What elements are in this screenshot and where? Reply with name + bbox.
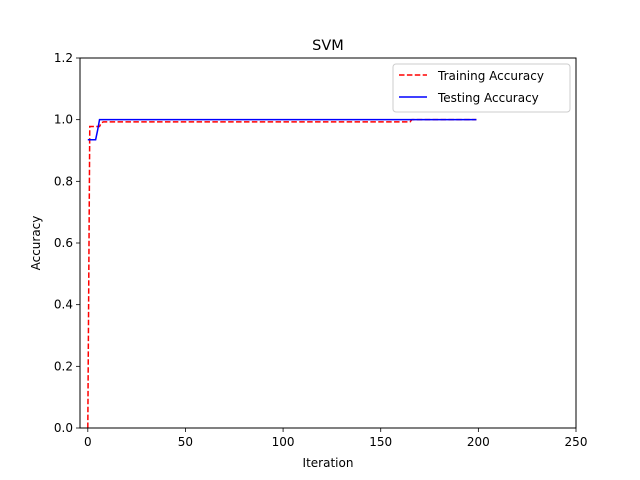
x-tick-label: 0 bbox=[84, 435, 92, 449]
x-tick-label: 150 bbox=[369, 435, 392, 449]
y-tick-label: 0.8 bbox=[54, 174, 73, 188]
series-layer bbox=[87, 118, 477, 429]
y-tick-label: 0.6 bbox=[54, 236, 73, 250]
series-line-testing-accuracy bbox=[87, 118, 477, 141]
y-tick-label: 0.4 bbox=[54, 298, 73, 312]
y-axis-label: Accuracy bbox=[29, 216, 43, 271]
x-axis-label: Iteration bbox=[303, 456, 354, 470]
chart-title: SVM bbox=[312, 38, 344, 54]
legend-label-testing: Testing Accuracy bbox=[437, 91, 539, 105]
x-axis-ticks: 0 50 100 150 200 250 bbox=[84, 428, 587, 449]
y-axis-ticks: 0.0 0.2 0.4 0.6 0.8 1.0 1.2 bbox=[54, 51, 80, 435]
legend-box bbox=[392, 63, 571, 113]
y-tick-label: 0.2 bbox=[54, 359, 73, 373]
series-line-training-accuracy bbox=[87, 118, 477, 429]
x-tick-label: 50 bbox=[178, 435, 193, 449]
y-tick-label: 1.0 bbox=[54, 113, 73, 127]
x-tick-label: 250 bbox=[565, 435, 588, 449]
y-tick-label: 0.0 bbox=[54, 421, 73, 435]
x-tick-label: 200 bbox=[467, 435, 490, 449]
legend-label-training: Training Accuracy bbox=[437, 69, 544, 83]
x-tick-label: 100 bbox=[272, 435, 295, 449]
y-tick-label: 1.2 bbox=[54, 51, 73, 65]
legend: Training Accuracy Testing Accuracy bbox=[392, 63, 571, 113]
plot-area bbox=[80, 58, 576, 428]
